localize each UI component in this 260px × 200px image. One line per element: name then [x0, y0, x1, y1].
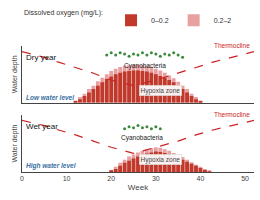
svg-text:20: 20: [107, 175, 115, 182]
svg-text:Hypoxia zone: Hypoxia zone: [141, 87, 181, 95]
svg-text:Low water level: Low water level: [26, 94, 74, 101]
svg-text:Week: Week: [128, 183, 149, 192]
svg-text:Water depth: Water depth: [11, 125, 19, 163]
svg-text:0.2–2: 0.2–2: [214, 17, 232, 24]
svg-text:Hypoxia zone: Hypoxia zone: [141, 156, 181, 164]
svg-text:Cyanobacteria: Cyanobacteria: [124, 62, 166, 70]
svg-text:Dry year: Dry year: [26, 53, 57, 62]
svg-text:10: 10: [63, 175, 71, 182]
svg-text:50: 50: [241, 175, 249, 182]
svg-text:Cyanobacteria: Cyanobacteria: [121, 134, 163, 142]
svg-text:0–0.2: 0–0.2: [151, 17, 169, 24]
svg-text:High water level: High water level: [26, 162, 76, 170]
svg-text:Thermocline: Thermocline: [214, 111, 250, 118]
svg-text:Water depth: Water depth: [11, 55, 19, 93]
svg-text:40: 40: [197, 175, 205, 182]
svg-text:Thermocline: Thermocline: [214, 42, 250, 49]
svg-text:30: 30: [152, 175, 160, 182]
svg-text:Dissolved oxygen (mg/L):: Dissolved oxygen (mg/L):: [24, 9, 103, 17]
svg-text:Wet year: Wet year: [26, 122, 58, 131]
svg-text:0: 0: [20, 175, 24, 182]
